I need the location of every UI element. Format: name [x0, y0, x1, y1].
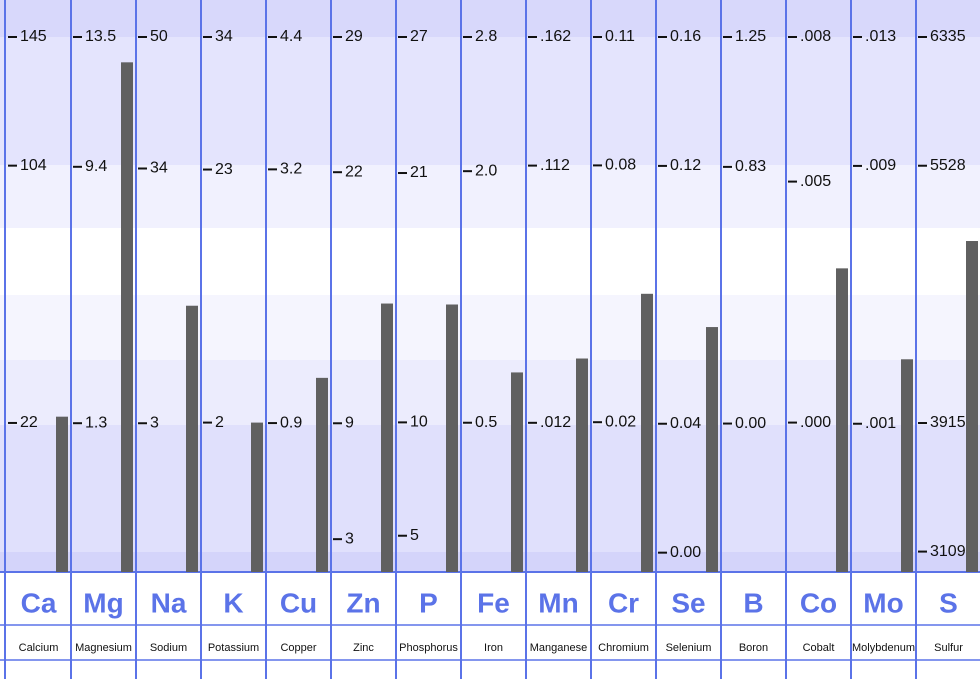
y-tick-label: 0.02: [605, 413, 636, 430]
y-tick-label: 29: [345, 28, 363, 45]
element-name: Calcium: [19, 642, 59, 654]
y-tick-label: 2.0: [475, 162, 497, 179]
bar: [251, 422, 263, 572]
y-tick-label: 22: [345, 163, 363, 180]
y-tick-label: 0.08: [605, 157, 636, 174]
y-tick-label: .005: [800, 173, 831, 190]
element-symbol: S: [939, 587, 958, 618]
element-symbol: B: [743, 587, 763, 618]
element-name: Sodium: [150, 642, 187, 654]
bar: [121, 62, 133, 573]
y-tick-label: 0.9: [280, 414, 302, 431]
element-name: Selenium: [666, 642, 712, 654]
y-tick-label: 22: [20, 414, 38, 431]
y-tick-label: 5: [410, 527, 419, 544]
bar: [576, 358, 588, 572]
y-tick-label: 0.16: [670, 28, 701, 45]
y-tick-label: 0.00: [735, 415, 766, 432]
bar: [316, 377, 328, 572]
y-tick-label: 50: [150, 28, 168, 45]
y-tick-label: 0.83: [735, 158, 766, 175]
y-tick-label: 5528: [930, 157, 966, 174]
y-tick-label: 3: [345, 530, 354, 547]
element-symbol: Co: [800, 587, 837, 618]
bar: [56, 416, 68, 572]
y-tick-label: 1.25: [735, 28, 766, 45]
y-tick-label: 0.5: [475, 414, 497, 431]
y-tick-label: .008: [800, 28, 831, 45]
y-tick-label: 27: [410, 28, 428, 45]
bar: [966, 241, 978, 573]
bar: [446, 304, 458, 572]
bar: [641, 293, 653, 572]
y-tick-label: 23: [215, 161, 233, 178]
element-symbol: Mn: [538, 587, 578, 618]
y-tick-label: 3109: [930, 543, 966, 560]
y-tick-label: .013: [865, 28, 896, 45]
element-symbol: K: [223, 587, 243, 618]
y-tick-label: 3.2: [280, 161, 302, 178]
element-symbol: Cu: [280, 587, 317, 618]
y-tick-label: 145: [20, 28, 47, 45]
y-tick-label: 0.04: [670, 415, 701, 432]
element-name: Potassium: [208, 642, 259, 654]
bar: [381, 303, 393, 572]
element-name: Manganese: [530, 642, 588, 654]
element-name: Boron: [739, 642, 768, 654]
y-tick-label: 3915: [930, 414, 966, 431]
y-tick-label: .000: [800, 414, 831, 431]
y-tick-label: 2.8: [475, 28, 497, 45]
bar: [901, 359, 913, 572]
element-name: Magnesium: [75, 642, 132, 654]
element-symbol: Se: [671, 587, 705, 618]
element-name: Chromium: [598, 642, 649, 654]
y-tick-label: 0.12: [670, 157, 701, 174]
y-tick-label: 9: [345, 415, 354, 432]
y-tick-label: .012: [540, 414, 571, 431]
y-tick-label: 4.4: [280, 28, 302, 45]
bar: [186, 305, 198, 572]
y-tick-label: 34: [215, 28, 233, 45]
element-symbol: Fe: [477, 587, 510, 618]
element-symbol: P: [419, 587, 438, 618]
bar: [706, 327, 718, 572]
element-symbol: Mg: [83, 587, 123, 618]
element-name: Zinc: [353, 642, 374, 654]
element-name: Copper: [280, 642, 316, 654]
y-tick-label: 13.5: [85, 28, 116, 45]
y-tick-label: 1.3: [85, 414, 107, 431]
element-name: Iron: [484, 642, 503, 654]
y-tick-label: .009: [865, 157, 896, 174]
element-name: Molybdenum: [852, 642, 915, 654]
element-symbol: Ca: [21, 587, 57, 618]
bar: [511, 372, 523, 572]
y-tick-label: .162: [540, 28, 571, 45]
element-symbol: Mo: [863, 587, 903, 618]
y-tick-label: 9.4: [85, 158, 107, 175]
element-name: Cobalt: [803, 642, 835, 654]
element-name: Sulfur: [934, 642, 963, 654]
bar: [836, 268, 848, 572]
element-symbol: Zn: [346, 587, 380, 618]
element-symbol: Na: [151, 587, 187, 618]
y-tick-label: 10: [410, 414, 428, 431]
y-tick-label: 21: [410, 164, 428, 181]
y-tick-label: 2: [215, 414, 224, 431]
y-tick-label: 0.00: [670, 544, 701, 561]
y-tick-label: 6335: [930, 28, 966, 45]
y-tick-label: .112: [540, 157, 570, 174]
y-tick-label: 0.11: [605, 28, 635, 45]
y-tick-label: .001: [865, 415, 896, 432]
element-name: Phosphorus: [399, 642, 458, 654]
element-symbol: Cr: [608, 587, 639, 618]
y-tick-label: 3: [150, 414, 159, 431]
y-tick-label: 104: [20, 157, 47, 174]
y-tick-label: 34: [150, 160, 168, 177]
